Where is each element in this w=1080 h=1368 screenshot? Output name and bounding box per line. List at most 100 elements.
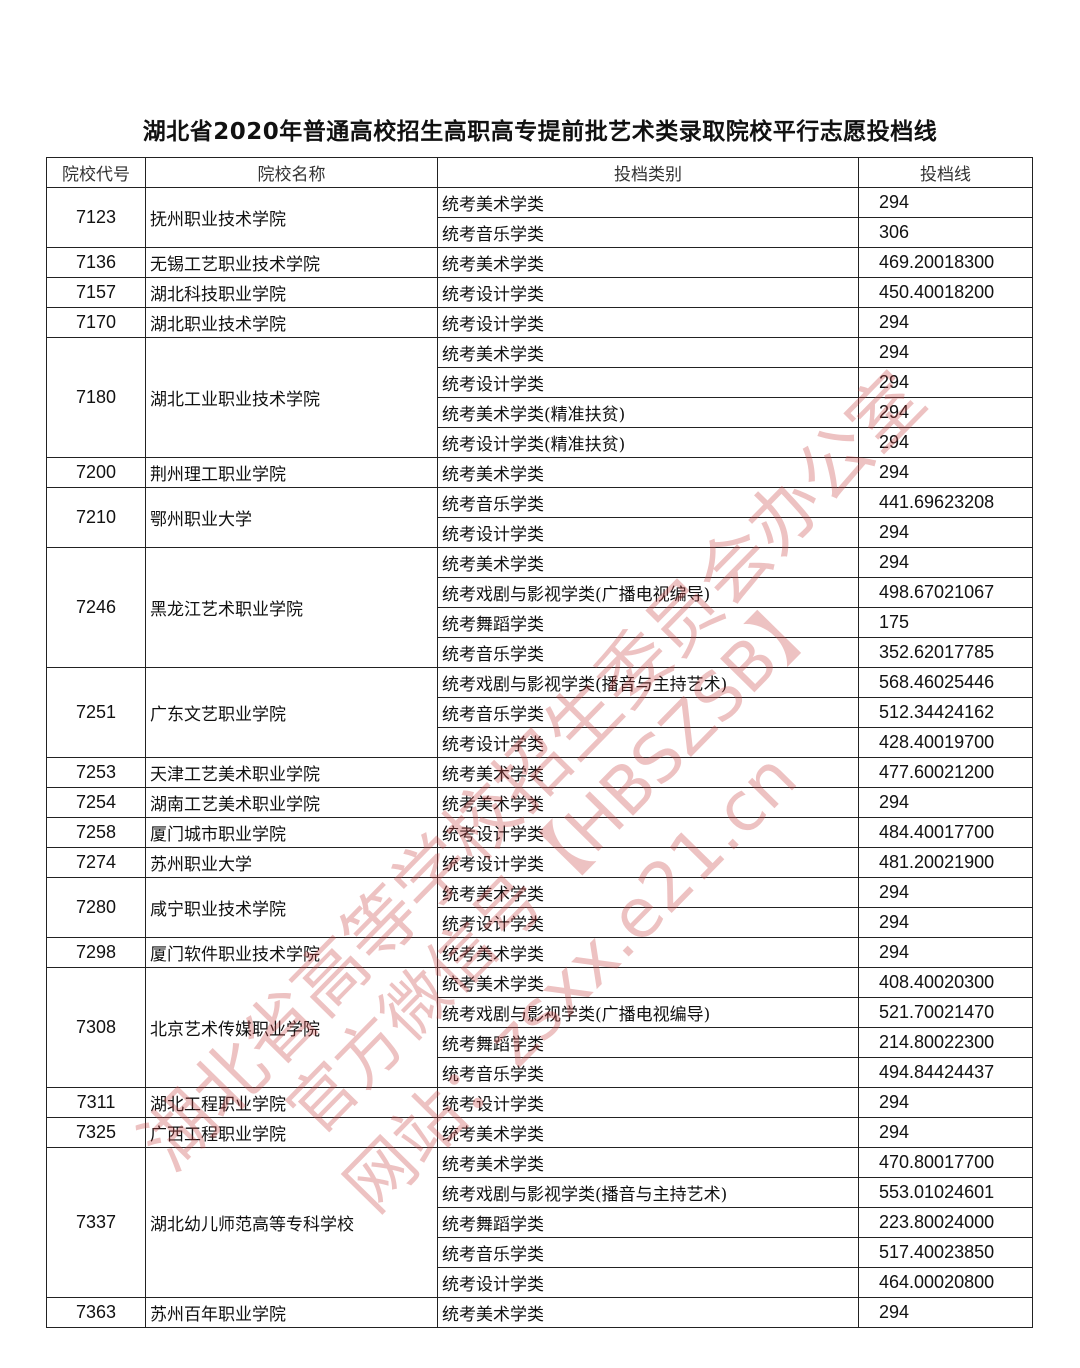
admission-category: 统考音乐学类 [437, 637, 859, 668]
school-code: 7210 [46, 487, 146, 548]
admission-score: 477.60021200 [858, 757, 1033, 788]
admission-score: 408.40020300 [858, 967, 1033, 998]
school-code: 7246 [46, 547, 146, 668]
admission-category: 统考设计学类 [437, 817, 859, 848]
header-name: 院校名称 [145, 157, 438, 188]
table-row: 7136 无锡工艺职业技术学院 统考美术学类 469.20018300 [46, 247, 1033, 278]
school-code: 7200 [46, 457, 146, 488]
table-row: 7123 抚州职业技术学院 统考美术学类 294 [46, 187, 1033, 248]
admission-category: 统考设计学类 [437, 847, 859, 878]
admission-category: 统考美术学类 [437, 937, 859, 968]
table-row: 7180 湖北工业职业技术学院 统考美术学类 294 [46, 337, 1033, 458]
admission-score: 294 [858, 397, 1033, 428]
admission-category: 统考设计学类 [437, 277, 859, 308]
table-row: 统考戏剧与影视学类(广播电视编导) 498.67021067 [47, 577, 1033, 608]
admission-category: 统考戏剧与影视学类(广播电视编导) [437, 577, 859, 608]
admission-category: 统考设计学类 [437, 907, 859, 938]
school-code: 7280 [46, 877, 146, 938]
school-name: 苏州百年职业学院 [145, 1297, 438, 1328]
admission-category: 统考美术学类(精准扶贫) [437, 397, 859, 428]
school-name: 天津工艺美术职业学院 [145, 757, 438, 788]
school-code: 7298 [46, 937, 146, 968]
school-code: 7337 [46, 1147, 146, 1298]
header-category: 投档类别 [437, 157, 859, 188]
admission-category: 统考音乐学类 [437, 1057, 859, 1088]
admission-category: 统考设计学类 [437, 1087, 859, 1118]
table-row: 7200 荆州理工职业学院 统考美术学类 294 [46, 457, 1033, 488]
school-name: 湖北职业技术学院 [145, 307, 438, 338]
admission-score: 223.80024000 [858, 1207, 1033, 1238]
admission-category: 统考音乐学类 [437, 697, 859, 728]
table-row: 统考音乐学类 306 [47, 217, 1033, 248]
admission-score: 450.40018200 [858, 277, 1033, 308]
table-row: 统考音乐学类 512.34424162 [47, 697, 1033, 728]
admission-score: 294 [858, 187, 1033, 218]
admission-score: 294 [858, 937, 1033, 968]
school-code: 7254 [46, 787, 146, 818]
admission-category: 统考美术学类 [437, 247, 859, 278]
school-name: 北京艺术传媒职业学院 [145, 967, 438, 1088]
admission-score: 294 [858, 1087, 1033, 1118]
admission-score: 512.34424162 [858, 697, 1033, 728]
school-code: 7325 [46, 1117, 146, 1148]
table-row: 7170 湖北职业技术学院 统考设计学类 294 [46, 307, 1033, 338]
school-name: 苏州职业大学 [145, 847, 438, 878]
header-score: 投档线 [858, 157, 1033, 188]
school-name: 厦门软件职业技术学院 [145, 937, 438, 968]
admission-category: 统考设计学类 [437, 1267, 859, 1298]
page-title: 湖北省2020年普通高校招生高职高专提前批艺术类录取院校平行志愿投档线 [142, 119, 938, 145]
admission-category: 统考设计学类 [437, 307, 859, 338]
admission-score: 469.20018300 [858, 247, 1033, 278]
admission-score: 553.01024601 [858, 1177, 1033, 1208]
admission-score: 517.40023850 [858, 1237, 1033, 1268]
admission-score: 294 [858, 547, 1033, 578]
admission-category: 统考舞蹈学类 [437, 1207, 859, 1238]
admission-score: 481.20021900 [858, 847, 1033, 878]
table-row: 统考设计学类 294 [47, 517, 1033, 548]
school-code: 7136 [46, 247, 146, 278]
admission-score: 470.80017700 [858, 1147, 1033, 1178]
school-code: 7251 [46, 667, 146, 758]
school-code: 7308 [46, 967, 146, 1088]
school-name: 厦门城市职业学院 [145, 817, 438, 848]
admission-category: 统考美术学类 [437, 187, 859, 218]
table-row: 7311 湖北工程职业学院 统考设计学类 294 [46, 1087, 1033, 1118]
school-code: 7274 [46, 847, 146, 878]
admission-score: 294 [858, 307, 1033, 338]
school-code: 7180 [46, 337, 146, 458]
admission-score: 521.70021470 [858, 997, 1033, 1028]
table-row: 统考戏剧与影视学类(广播电视编导) 521.70021470 [47, 997, 1033, 1028]
table-row: 统考音乐学类 494.84424437 [47, 1057, 1033, 1088]
admission-category: 统考美术学类 [437, 757, 859, 788]
admission-score: 306 [858, 217, 1033, 248]
admission-score: 214.80022300 [858, 1027, 1033, 1058]
admission-category: 统考设计学类 [437, 727, 859, 758]
table-header: 院校代号 院校名称 投档类别 投档线 [46, 157, 1033, 188]
admission-score: 352.62017785 [858, 637, 1033, 668]
table-row: 7363 苏州百年职业学院 统考美术学类 294 [46, 1297, 1033, 1328]
school-name: 荆州理工职业学院 [145, 457, 438, 488]
table-row: 统考舞蹈学类 214.80022300 [47, 1027, 1033, 1058]
admission-category: 统考舞蹈学类 [437, 1027, 859, 1058]
admission-score-table: 院校代号 院校名称 投档类别 投档线 7123 抚州职业技术学院 统考美术学类 294… [46, 157, 1033, 1328]
admission-category: 统考美术学类 [437, 787, 859, 818]
admission-category: 统考设计学类 [437, 367, 859, 398]
admission-score: 294 [858, 337, 1033, 368]
admission-score: 294 [858, 517, 1033, 548]
admission-category: 统考舞蹈学类 [437, 607, 859, 638]
table-row: 7274 苏州职业大学 统考设计学类 481.20021900 [46, 847, 1033, 878]
school-code: 7253 [46, 757, 146, 788]
admission-score: 484.40017700 [858, 817, 1033, 848]
header-code: 院校代号 [46, 157, 146, 188]
admission-category: 统考戏剧与影视学类(播音与主持艺术) [437, 1177, 859, 1208]
table-row: 7253 天津工艺美术职业学院 统考美术学类 477.60021200 [46, 757, 1033, 788]
admission-category: 统考戏剧与影视学类(广播电视编导) [437, 997, 859, 1028]
table-row: 统考音乐学类 517.40023850 [47, 1237, 1033, 1268]
school-code: 7258 [46, 817, 146, 848]
admission-category: 统考美术学类 [437, 337, 859, 368]
admission-score: 568.46025446 [858, 667, 1033, 698]
admission-score: 441.69623208 [858, 487, 1033, 518]
admission-score: 294 [858, 457, 1033, 488]
admission-category: 统考美术学类 [437, 1147, 859, 1178]
admission-category: 统考设计学类(精准扶贫) [437, 427, 859, 458]
